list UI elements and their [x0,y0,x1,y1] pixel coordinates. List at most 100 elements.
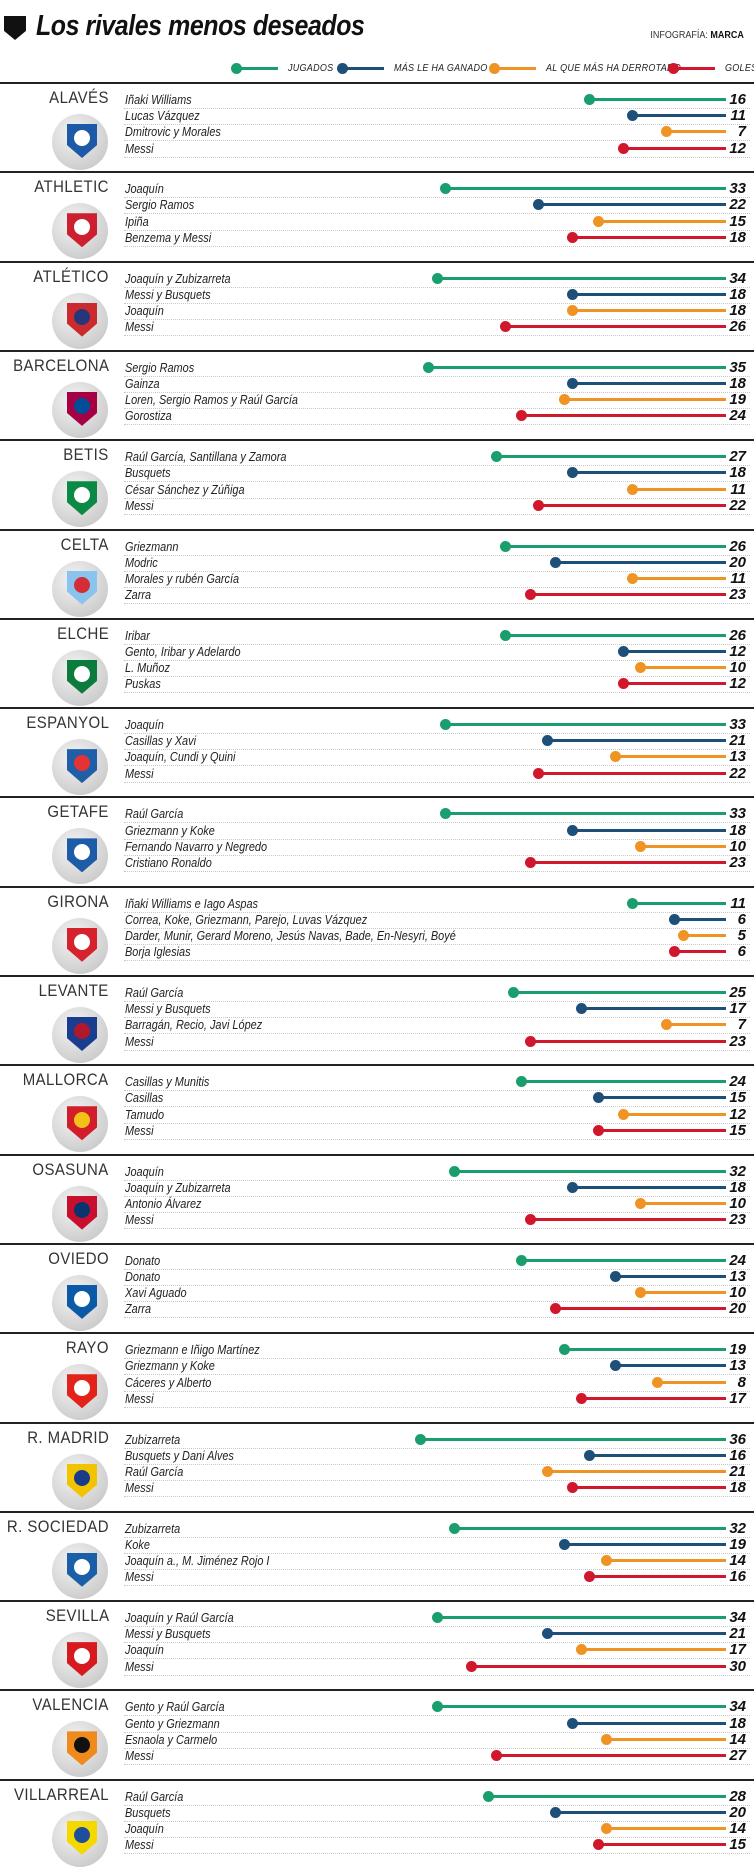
bar-derrotado [626,483,726,495]
stat-row: Griezmann y Koke 13 [0,1356,754,1376]
data-label: 12 [729,139,746,157]
team-name: VILLARREAL [13,1784,109,1804]
row-separator [124,733,750,735]
page-title: Los rivales menos deseados [36,10,365,42]
row-separator [124,1585,750,1587]
bar-dot [592,1124,604,1136]
team-badge [52,1721,108,1778]
player-name: Messi y Busquets [125,286,211,302]
row-separator [124,1049,750,1051]
stat-row: Gento, Iribar y Adelardo 12 [0,642,754,661]
row-separator [124,465,750,467]
row-separator [124,1211,750,1213]
stat-row: Joaquín a., M. Jiménez Rojo I 14 [0,1551,754,1571]
header: Los rivales menos deseados INFOGRAFÍA: M… [0,0,754,52]
row-separator [124,1463,750,1465]
row-separator [124,302,750,304]
bar-dot [533,499,545,511]
row-separator [124,229,750,231]
stat-row: Joaquín y Raúl García 34 [0,1608,754,1628]
stat-row: Busquets 18 [0,463,754,483]
stat-row: Correa, Koke, Griezmann, Parejo, Luvas V… [0,910,754,929]
team-name: ATHLETIC [34,177,109,197]
row-separator [124,318,750,320]
row-separator [124,1301,750,1303]
bar-dot [524,1035,536,1047]
crest-emblem [74,130,90,146]
bar-ganado [533,199,726,211]
bar-goles [524,1035,726,1047]
player-name: Zubizarreta [125,1520,181,1536]
player-name: Cristiano Ronaldo [125,854,212,870]
row-separator [124,481,750,483]
data-label: 10 [729,837,746,855]
legend-swatch [337,62,384,74]
player-name: Casillas y Munitis [125,1074,210,1090]
bar-dot [516,1076,528,1088]
bar-dot [660,1019,672,1031]
bar-dot [635,1197,647,1209]
player-name: Fernando Navarro y Negredo [125,838,268,854]
bar-derrotado [652,1376,726,1388]
stat-row: Messi 15 [0,1835,754,1855]
team-block: R. SOCIEDAD Zubizarreta 32 Koke 19 Joaquín a.… [0,1510,754,1602]
player-name: César Sánchez y Zúñiga [125,481,245,497]
bar-dot [626,110,638,122]
team-name: LEVANTE [38,981,109,1000]
player-name: Joaquín y Zubizarreta [125,1179,231,1195]
row-separator [124,870,750,872]
row-separator [124,822,750,824]
player-name: Iñaki Williams [125,92,192,107]
stat-row: César Sánchez y Zúñiga 11 [0,480,754,499]
bar-goles [465,1660,726,1672]
bar-dot [516,410,528,422]
data-label: 18 [729,1479,746,1497]
bar-dot [423,361,435,373]
bar-ganado [567,467,726,479]
team-badge [52,1274,108,1331]
player-name: Joaquín, Cundi y Quini [125,749,236,765]
bar-goles [592,1839,726,1851]
player-name: Iribar [125,627,150,643]
data-label: 27 [729,1746,746,1764]
bar-derrotado [575,1644,726,1656]
team-block: BETIS Raúl García, Santillana y Zamora 27 B… [0,439,754,530]
bar-dot [524,589,536,601]
row-separator [124,1228,750,1230]
crest-emblem [74,1826,90,1843]
team-badge [52,1007,108,1063]
player-name: Esnaola y Carmelo [125,1731,218,1747]
bar-dot [448,1522,460,1534]
data-label: 12 [729,642,746,660]
team-name: VALENCIA [32,1695,109,1715]
bar-dot [567,1482,579,1494]
row-separator [124,1658,750,1660]
legend-item-ganado: MÁS LE HA GANADO [337,58,498,78]
team-badge [52,1810,108,1867]
team-badge [52,1364,108,1421]
row-separator [124,765,750,767]
data-label: 36 [729,1430,746,1448]
bar-goles [499,321,726,333]
row-separator [124,124,750,126]
bar-derrotado [677,930,726,942]
stat-row: Messi y Busquets 17 [0,999,754,1019]
row-separator [124,1479,750,1481]
player-name: Lucas Vázquez [125,108,200,124]
bar-dot [601,1733,613,1745]
data-label: 34 [729,269,746,287]
row-separator [124,1642,750,1644]
team-name: GETAFE [47,802,109,822]
bar-dot [491,451,503,463]
row-separator [124,1106,750,1108]
bar-goles [567,1482,726,1494]
row-separator [124,108,750,109]
crest-emblem [74,1648,90,1665]
bar-dot [516,1254,528,1266]
player-name: L. Muñoz [125,660,170,676]
team-block: ATLÉTICO Joaquín y Zubizarreta 34 Messi y B… [0,260,754,352]
team-crest-icon [67,1195,97,1230]
data-label: 26 [729,626,746,644]
bar-dot [601,1823,613,1835]
player-name: Messi [125,1390,154,1406]
